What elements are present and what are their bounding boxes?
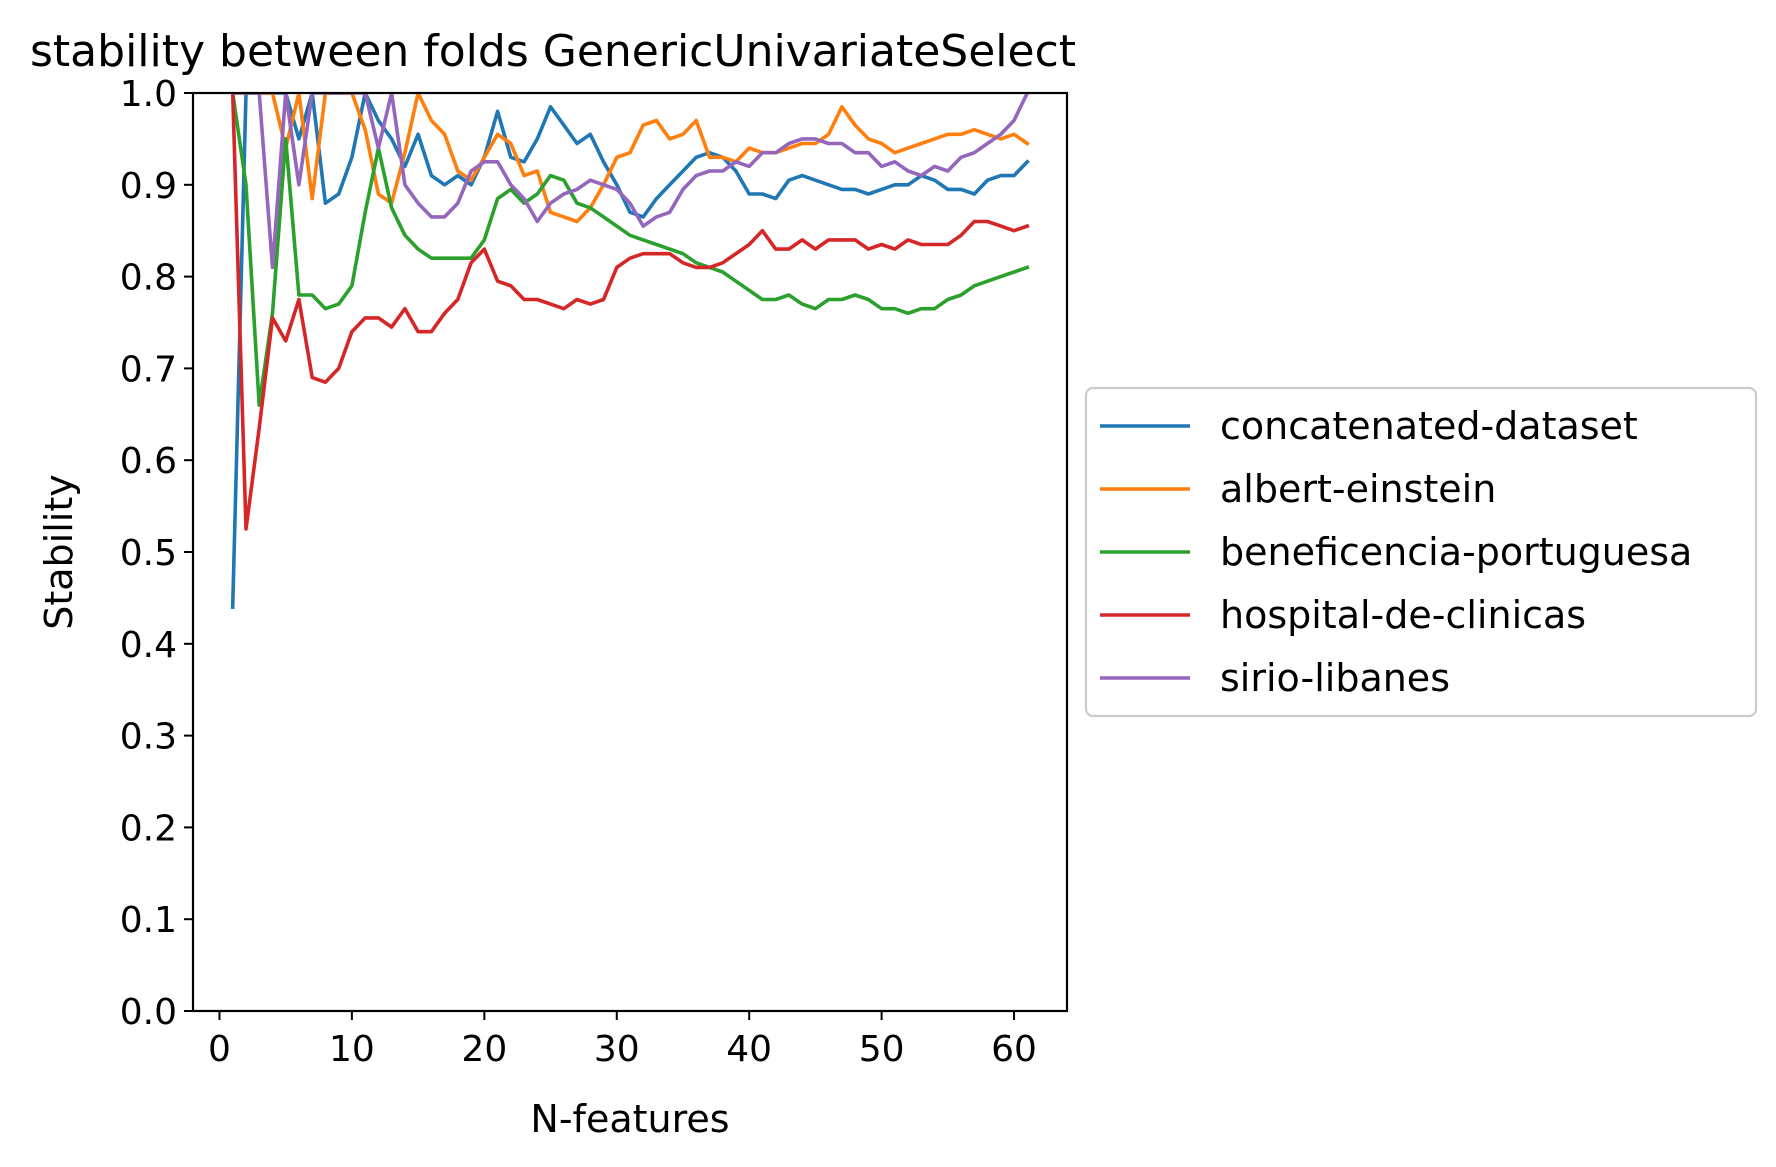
- x-tick-label: 30: [594, 1029, 640, 1070]
- series-line-hospital-de-clinicas: [230, 93, 1030, 531]
- chart-title: stability between folds GenericUnivariat…: [30, 26, 1076, 77]
- x-axis: 0 10 20 30 40 50 60: [208, 1011, 1037, 1070]
- y-axis: 0.0 0.1 0.2 0.3 0.4 0.5 0.6 0.7 0.8 0.9 1.0: [120, 74, 193, 1033]
- legend-frame: [1084, 386, 1758, 718]
- series-line-concatenated-dataset: [230, 93, 1030, 609]
- x-tick-label: 50: [859, 1029, 905, 1070]
- y-tick-label: 0.9: [120, 166, 177, 207]
- y-tick-label: 1.0: [120, 74, 177, 115]
- legend: concatenated-dataset albert-einstein benef…: [1084, 386, 1758, 718]
- y-tick-label: 0.7: [120, 349, 177, 390]
- series-line-sirio-libanes: [230, 93, 1030, 270]
- y-tick-label: 0.3: [120, 717, 177, 758]
- x-tick-label: 20: [461, 1029, 507, 1070]
- series-line-beneficencia-portuguesa: [230, 93, 1030, 407]
- plot-frame: [191, 91, 1069, 1013]
- plot-lines: [230, 93, 1030, 609]
- legend-label: beneficencia-portuguesa: [1220, 530, 1692, 574]
- legend-label: concatenated-dataset: [1220, 404, 1638, 448]
- y-tick-label: 0.8: [120, 258, 177, 299]
- x-tick-label: 40: [726, 1029, 772, 1070]
- x-tick-label: 0: [208, 1029, 231, 1070]
- x-axis-label: N-features: [530, 1097, 729, 1141]
- legend-label: sirio-libanes: [1220, 656, 1450, 700]
- legend-label: albert-einstein: [1220, 467, 1496, 511]
- y-tick-label: 0.1: [120, 900, 177, 941]
- x-tick-label: 10: [329, 1029, 375, 1070]
- y-tick-label: 0.0: [120, 992, 177, 1033]
- y-tick-label: 0.5: [120, 533, 177, 574]
- y-tick-label: 0.4: [120, 625, 177, 666]
- series-line-albert-einstein: [230, 93, 1030, 224]
- x-tick-label: 60: [991, 1029, 1037, 1070]
- y-tick-label: 0.6: [120, 441, 177, 482]
- y-axis-label: Stability: [37, 474, 81, 630]
- legend-label: hospital-de-clinicas: [1220, 593, 1586, 637]
- y-tick-label: 0.2: [120, 808, 177, 849]
